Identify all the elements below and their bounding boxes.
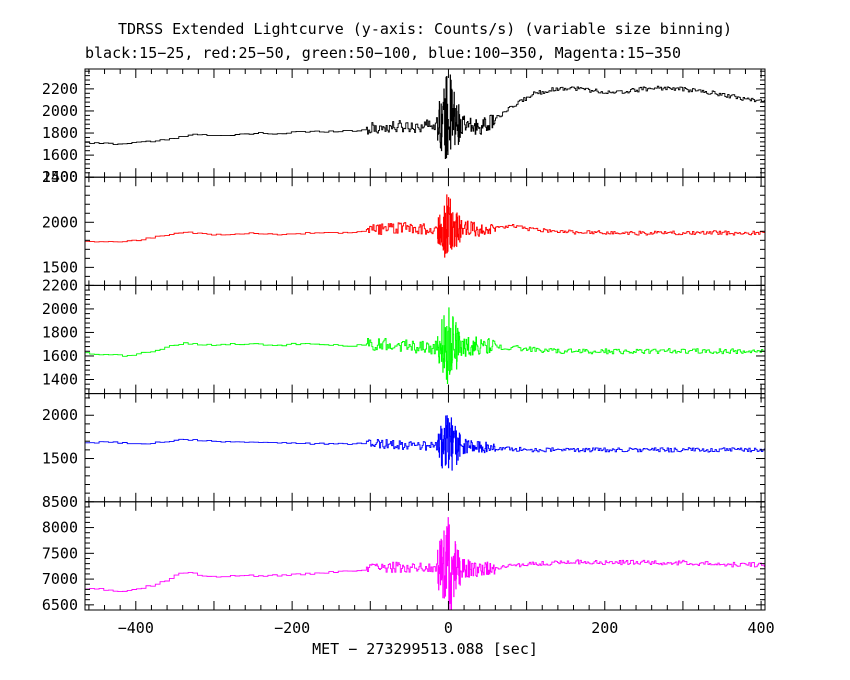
x-tick-label: 200 (591, 619, 618, 637)
y-tick-label: 2000 (42, 102, 78, 120)
panel-15-25: 1400 1600 1800 2000 2200 (42, 68, 766, 186)
y-tick-label: 7000 (42, 570, 78, 588)
panel-25-50: 1500 2000 2500 (42, 168, 766, 286)
x-tick-label: 0 (444, 619, 453, 637)
y-tick-label: 1800 (42, 124, 78, 142)
y-tick-label: 2200 (42, 276, 78, 294)
panel-frame (84, 68, 766, 178)
band-legend-subtitle: black:15−25, red:25−50, green:50−100, bl… (85, 44, 682, 62)
y-tick-label: 1600 (42, 146, 78, 164)
y-tick-label: 1500 (42, 258, 78, 276)
y-tick-label: 1800 (42, 323, 78, 341)
panel-50-100: 1400 1600 1800 2000 2200 (42, 276, 766, 395)
y-tick-label: 1500 (42, 450, 78, 468)
y-tick-label: 6500 (42, 596, 78, 614)
series-line-100-350 (85, 415, 765, 471)
y-tick-label: 2500 (42, 168, 78, 186)
x-tick-label: 400 (748, 619, 775, 637)
y-tick-label: 1600 (42, 347, 78, 365)
x-tick-label: −200 (274, 619, 310, 637)
panel-100-350: 1500 2000 (42, 393, 766, 503)
panel-frame (84, 501, 766, 611)
y-tick-label: 2000 (42, 300, 78, 318)
y-tick-label: 1400 (42, 370, 78, 388)
x-axis-label: MET − 273299513.088 [sec] (312, 640, 538, 658)
x-tick-label: −400 (118, 619, 154, 637)
chart-title: TDRSS Extended Lightcurve (y-axis: Count… (117, 20, 733, 38)
y-tick-label: 8500 (42, 493, 78, 511)
series-line-25-50 (85, 194, 765, 258)
y-tick-label: 2200 (42, 80, 78, 98)
series-line-15-350 (85, 517, 765, 610)
y-tick-label: 2000 (42, 406, 78, 424)
y-tick-label: 7500 (42, 544, 78, 562)
y-tick-label: 8000 (42, 519, 78, 537)
y-tick-label: 1400 (42, 168, 78, 186)
series-line-15-25 (85, 74, 765, 160)
panel-15-350: 6500 7000 7500 8000 8500 (42, 493, 766, 614)
series-line-50-100 (85, 307, 765, 385)
panel-frame (84, 176, 766, 286)
y-tick-label: 2000 (42, 213, 78, 231)
panel-frame (84, 284, 766, 395)
